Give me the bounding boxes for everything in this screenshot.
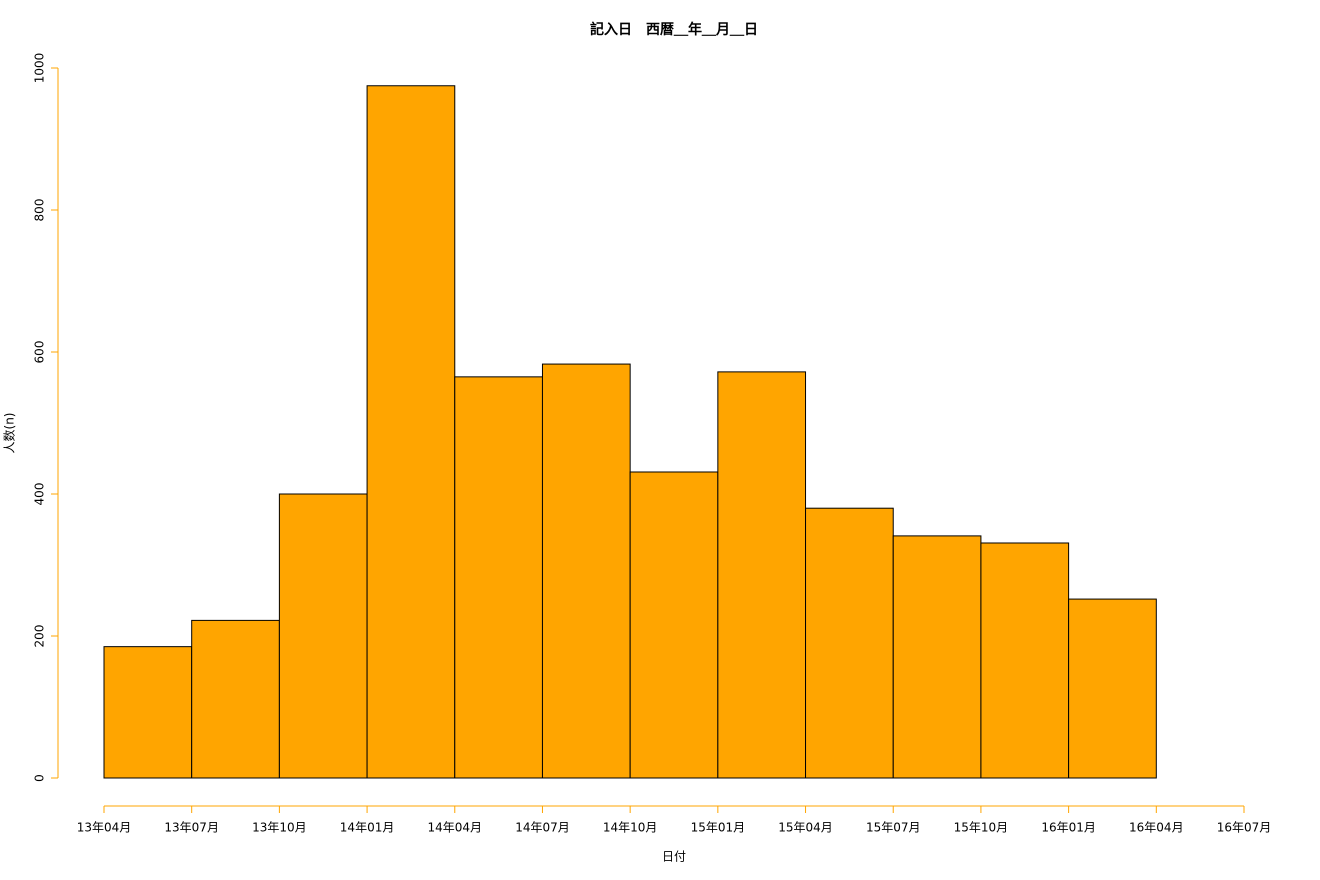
x-tick-label: 14年04月 [427, 821, 482, 835]
bar [805, 507, 894, 779]
y-tick-label: 1000 [33, 53, 47, 84]
x-tick-label: 15年04月 [778, 821, 833, 835]
y-tick-label: 600 [33, 341, 47, 364]
bar [629, 471, 719, 779]
bar [1068, 598, 1157, 779]
x-tick-label: 15年01月 [691, 821, 746, 835]
x-tick-label: 16年07月 [1217, 821, 1272, 835]
chart-title: 記入日 西暦＿年＿月＿日 [590, 21, 758, 38]
x-tick-label: 13年04月 [77, 821, 132, 835]
x-tick-label: 13年07月 [164, 821, 219, 835]
bar [717, 371, 807, 779]
bar [366, 85, 456, 779]
y-axis-label: 人数(n) [2, 413, 17, 454]
bar [103, 646, 193, 779]
bar [892, 535, 982, 779]
bar [191, 619, 280, 779]
y-tick-label: 200 [33, 625, 47, 648]
y-tick-label: 0 [33, 774, 47, 782]
y-tick-label: 800 [33, 199, 47, 222]
bar [454, 376, 543, 779]
x-tick-label: 14年07月 [515, 821, 570, 835]
x-tick-label: 16年04月 [1129, 821, 1184, 835]
x-axis-label: 日付 [662, 850, 686, 864]
x-tick-label: 15年07月 [866, 821, 921, 835]
bar [541, 363, 631, 779]
bar [980, 542, 1070, 779]
x-tick-label: 13年10月 [252, 821, 307, 835]
x-tick-label: 14年01月 [340, 821, 395, 835]
x-tick-label: 16年01月 [1041, 821, 1096, 835]
x-tick-label: 14年10月 [603, 821, 658, 835]
x-tick-label: 15年10月 [954, 821, 1009, 835]
bar [278, 493, 368, 779]
y-tick-label: 400 [33, 483, 47, 506]
